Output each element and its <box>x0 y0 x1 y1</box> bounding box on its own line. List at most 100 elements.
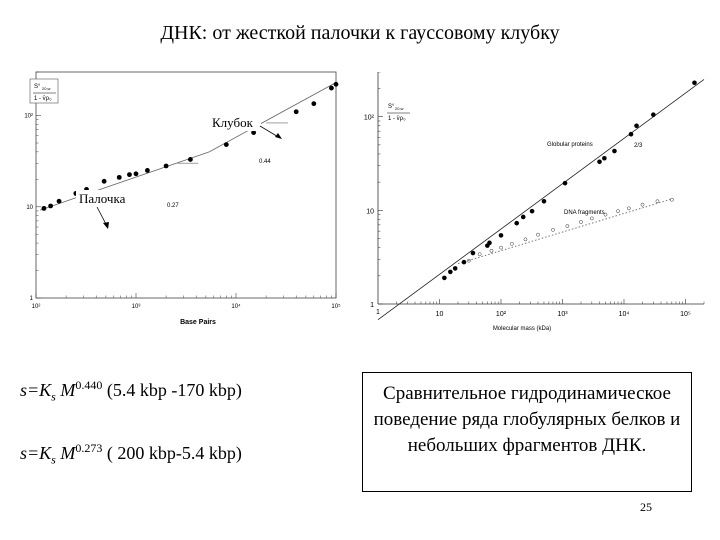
right-x-tick-label: 10³ <box>557 311 568 318</box>
dna-sedimentation-chart: 10² 10³ 10⁴ 10⁵ 1 10 10² Base Pairs S° 20,w 1 -… <box>24 71 341 326</box>
formula-rod: s=Ks M0.273 ( 200 kbp-5.4 kbp) <box>20 441 242 467</box>
globular-protein-point <box>448 269 453 275</box>
left-data-point <box>101 178 107 184</box>
left-data-point <box>311 101 317 107</box>
formula-coil: s=Ks M0.440 (5.4 kbp -170 kbp) <box>20 378 242 404</box>
protein-dna-comparison-chart: 1 10 10² 10³ 10⁴ 10⁵ 1 10 10² Molecular mass (kD… <box>364 72 705 332</box>
legend-slope-2-3: 2/3 <box>634 143 643 149</box>
globular-protein-point <box>651 112 656 118</box>
left-data-point <box>56 198 62 204</box>
globular-protein-point <box>529 208 535 214</box>
dna-fragment-point <box>655 199 660 204</box>
svg-text:20,w: 20,w <box>395 106 404 111</box>
left-data-point <box>144 168 150 173</box>
dna-fragment-point <box>589 216 594 221</box>
right-x-tick-label: 10⁵ <box>680 311 691 318</box>
dna-fragment-point <box>579 220 583 224</box>
dna-fragment-point <box>669 197 674 202</box>
dna-fragment-point <box>536 232 540 237</box>
left-data-point <box>41 205 47 211</box>
annotation-palochka: Палочка <box>76 190 134 229</box>
left-x-tick-label: 10⁴ <box>231 303 241 310</box>
svg-text:S°: S° <box>388 104 395 110</box>
left-data-point <box>133 171 139 177</box>
globular-protein-point <box>520 214 526 220</box>
left-x-tick-label: 10² <box>32 304 41 310</box>
globular-protein-point <box>487 240 492 246</box>
left-data-point <box>251 130 257 135</box>
left-x-axis-label: Base Pairs <box>180 319 216 326</box>
left-chart-ticks: 10² 10³ 10⁴ 10⁵ 1 10 10² <box>24 71 341 310</box>
right-y-axis-label: S° 20,w 1 - v̄ρ₀ <box>387 104 410 122</box>
globular-protein-point <box>461 259 467 265</box>
globular-protein-point <box>692 80 697 86</box>
left-y-tick-label: 1 <box>30 296 34 302</box>
globular-protein-point <box>514 220 519 226</box>
dna-fragment-point <box>551 227 555 232</box>
dna-fragment-point <box>616 209 620 214</box>
annotation-klubok: Клубок <box>209 114 282 139</box>
dna-fragment-point <box>466 258 471 263</box>
left-data-point <box>333 81 339 87</box>
left-x-tick-label: 10³ <box>132 304 141 310</box>
dna-fragment-point <box>523 237 528 242</box>
svg-text:20,w: 20,w <box>42 86 51 91</box>
dna-fragment-point <box>565 224 570 228</box>
svg-text:1 - v̄ρ₀: 1 - v̄ρ₀ <box>388 116 406 122</box>
dna-fragment-point <box>477 252 482 257</box>
svg-text:S°: S° <box>34 84 41 90</box>
globular-fit-line <box>377 79 705 321</box>
legend-globular-proteins: Globular proteins <box>547 142 593 148</box>
left-data-point <box>188 157 193 162</box>
globular-protein-point <box>452 266 458 271</box>
left-chart-frame <box>35 71 337 299</box>
slide-number: 25 <box>640 500 652 514</box>
dna-fit-line <box>457 198 672 264</box>
dna-fragment-point <box>627 206 631 211</box>
left-y-axis-label: S° 20,w 1 - v̄ρ₀ <box>29 78 59 104</box>
right-y-tick-label: 10² <box>364 115 375 122</box>
svg-text:Палочка: Палочка <box>79 191 126 206</box>
dna-fragment-point <box>603 212 608 217</box>
right-y-tick-label: 1 <box>370 302 374 309</box>
caption-box: Сравнительное гидродинамическое поведени… <box>362 372 692 492</box>
globular-protein-point <box>562 180 568 186</box>
right-x-tick-label: 10² <box>496 311 507 318</box>
dna-fragment-point <box>499 245 503 250</box>
globular-protein-point <box>470 250 476 256</box>
right-x-origin-label: 1 <box>376 309 380 316</box>
left-x-tick-label: 10⁵ <box>331 303 341 310</box>
left-slope-044-label: 0.44 <box>259 159 271 165</box>
globular-protein-point <box>541 198 547 204</box>
left-data-point <box>116 174 122 180</box>
globular-protein-point <box>634 123 639 129</box>
right-chart-frame <box>377 72 704 305</box>
left-data-point <box>127 172 132 178</box>
right-chart-fit-lines <box>377 79 705 321</box>
globular-protein-point <box>442 275 447 281</box>
dna-fragment-point <box>509 241 514 246</box>
left-data-point <box>329 85 334 91</box>
svg-text:Клубок: Клубок <box>212 115 254 130</box>
globular-protein-point <box>602 155 607 161</box>
dna-fragment-point <box>640 202 645 207</box>
right-chart-points <box>442 80 697 281</box>
right-chart-ticks: 1 10 10² 10³ 10⁴ 10⁵ 1 10 10² <box>364 72 705 318</box>
left-y-tick-label: 10 <box>26 205 33 211</box>
dna-fragment-point <box>489 248 494 253</box>
right-x-tick-label: 10 <box>436 311 444 318</box>
svg-text:1 - v̄ρ₀: 1 - v̄ρ₀ <box>34 96 52 102</box>
slide-title: ДНК: от жесткой палочки к гауссовому клу… <box>160 22 560 44</box>
left-slope-027-label: 0.27 <box>167 203 179 209</box>
legend-dna-fragments: DNA fragments <box>564 210 605 216</box>
globular-protein-point <box>612 148 617 154</box>
left-data-point <box>48 203 54 209</box>
left-y-tick-label: 10² <box>24 114 33 120</box>
right-x-axis-label: Molecular mass (kDa) <box>493 326 551 332</box>
left-data-point <box>223 142 229 148</box>
right-x-tick-label: 10⁴ <box>619 311 630 318</box>
left-plot-border <box>35 71 337 299</box>
globular-protein-point <box>628 131 634 137</box>
globular-protein-point <box>597 159 602 165</box>
right-y-tick-label: 10 <box>366 208 374 215</box>
